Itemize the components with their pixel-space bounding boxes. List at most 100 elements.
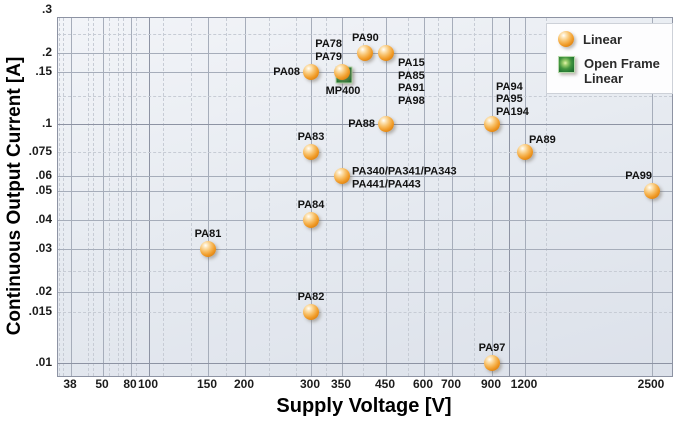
minor-gridline-vertical xyxy=(118,18,119,376)
point-label-pa90: PA90 xyxy=(352,31,379,44)
gridline-x-600 xyxy=(424,18,425,376)
point-pa340-pa341-pa343-pa441-pa443 xyxy=(334,168,350,184)
minor-gridline-vertical xyxy=(88,18,89,376)
gridline-y-.015 xyxy=(58,312,672,313)
point-pa82 xyxy=(303,304,319,320)
x-tick-900: 900 xyxy=(480,377,502,391)
point-label-pa340-pa341-pa343-pa441-pa443: PA340/PA341/PA343 PA441/PA443 xyxy=(352,165,457,191)
minor-gridline-vertical xyxy=(191,18,192,376)
gridline-x-1200 xyxy=(525,18,526,376)
x-tick-50: 50 xyxy=(95,377,109,391)
point-pa78-pa79 xyxy=(334,64,350,80)
gridline-x-100 xyxy=(149,18,150,376)
point-pa90 xyxy=(357,45,374,61)
gridline-x-decade xyxy=(509,18,510,376)
x-tick-100: 100 xyxy=(137,377,159,391)
y-tick-.2: .2 xyxy=(41,45,52,59)
gridline-y-.15 xyxy=(58,72,672,73)
plot-area: Linear Open Frame Linear PA08 MP400 PA78 PA… xyxy=(57,17,673,377)
minor-gridline-horizontal xyxy=(58,96,672,97)
minor-gridline-vertical xyxy=(163,18,164,376)
minor-gridline-horizontal xyxy=(58,271,672,272)
x-tick-1200: 1200 xyxy=(510,377,538,391)
point-label-pa82: PA82 xyxy=(297,290,325,303)
x-tick-700: 700 xyxy=(440,377,462,391)
minor-gridline-vertical xyxy=(546,18,547,376)
gridline-x-50 xyxy=(103,18,104,376)
x-tick-450: 450 xyxy=(374,377,396,391)
y-tick-.1: .1 xyxy=(41,116,52,130)
gridline-y-.01 xyxy=(58,363,672,364)
point-label-pa88: PA88 xyxy=(348,117,375,130)
legend-label-linear: Linear xyxy=(583,31,623,47)
point-pa99 xyxy=(644,183,660,199)
point-pa88 xyxy=(378,116,394,132)
gridline-x-350 xyxy=(342,18,343,376)
y-axis-title: Continuous Output Current [A] xyxy=(4,56,25,336)
x-tick-38: 38 xyxy=(63,377,77,391)
point-pa81 xyxy=(200,241,216,257)
point-label-mp400: MP400 xyxy=(325,85,361,97)
x-tick-300: 300 xyxy=(299,377,321,391)
minor-gridline-vertical xyxy=(136,18,137,376)
legend-item-open-frame-linear: Open Frame Linear xyxy=(558,56,672,86)
minor-gridline-vertical xyxy=(59,18,60,376)
minor-gridline-vertical xyxy=(363,18,364,376)
x-tick-2500: 2500 xyxy=(637,377,665,391)
gridline-y-.05 xyxy=(58,191,672,192)
minor-gridline-vertical xyxy=(326,18,327,376)
minor-gridline-vertical xyxy=(438,18,439,376)
legend-label-open-frame-linear: Open Frame Linear xyxy=(584,56,660,86)
y-tick-.04: .04 xyxy=(35,212,52,226)
gridline-y-.03 xyxy=(58,249,672,250)
x-axis-title: Supply Voltage [V] xyxy=(276,395,452,417)
gridline-y-.04 xyxy=(58,220,672,221)
open-frame-square-marker-icon xyxy=(558,56,575,73)
gridline-y-.1 xyxy=(58,124,672,125)
gridline-x-900 xyxy=(492,18,493,376)
x-tick-80: 80 xyxy=(123,377,137,391)
point-pa84 xyxy=(303,212,319,228)
y-tick-.05: .05 xyxy=(35,183,52,197)
minor-gridline-vertical xyxy=(109,18,110,376)
y-tick-.03: .03 xyxy=(35,241,52,255)
gridline-x-80 xyxy=(131,18,132,376)
y-tick-.075: .075 xyxy=(28,144,52,158)
gridline-y-.06 xyxy=(58,176,672,177)
minor-gridline-vertical xyxy=(269,18,270,376)
minor-gridline-horizontal xyxy=(58,34,672,35)
linear-sphere-marker-icon xyxy=(558,31,574,47)
point-label-pa97: PA97 xyxy=(478,341,506,354)
legend-item-linear: Linear xyxy=(558,31,672,47)
point-label-pa84: PA84 xyxy=(297,198,325,211)
point-label-pa83: PA83 xyxy=(297,130,325,143)
minor-gridline-vertical xyxy=(93,18,94,376)
point-label-pa15-pa85-pa91-pa98: PA15 PA85 PA91 PA98 xyxy=(398,57,425,107)
x-tick-150: 150 xyxy=(196,377,218,391)
y-tick-.015: .015 xyxy=(28,304,52,318)
point-label-pa81: PA81 xyxy=(194,227,222,240)
point-label-pa94-pa95-pa194: PA94 PA95 PA194 xyxy=(496,80,529,118)
point-label-pa89: PA89 xyxy=(529,133,556,146)
minor-gridline-vertical xyxy=(63,18,64,376)
minor-gridline-vertical xyxy=(474,18,475,376)
point-pa89 xyxy=(517,144,533,160)
minor-gridline-vertical xyxy=(408,18,409,376)
gridline-x-300 xyxy=(311,18,312,376)
y-tick-.02: .02 xyxy=(35,284,52,298)
x-tick-600: 600 xyxy=(412,377,434,391)
x-tick-200: 200 xyxy=(233,377,255,391)
y-tick-.15: .15 xyxy=(35,64,52,78)
minor-gridline-vertical xyxy=(226,18,227,376)
point-pa97 xyxy=(484,355,500,371)
legend: Linear Open Frame Linear xyxy=(546,23,673,94)
gridline-x-38 xyxy=(71,18,72,376)
gridline-x-150 xyxy=(208,18,209,376)
gridline-x-450 xyxy=(386,18,387,376)
x-tick-350: 350 xyxy=(330,377,352,391)
point-label-pa99: PA99 xyxy=(625,169,652,182)
point-pa83 xyxy=(303,144,319,160)
y-tick-.01: .01 xyxy=(35,355,52,369)
y-tick-.3: .3 xyxy=(41,2,52,16)
gridline-x-200 xyxy=(245,18,246,376)
